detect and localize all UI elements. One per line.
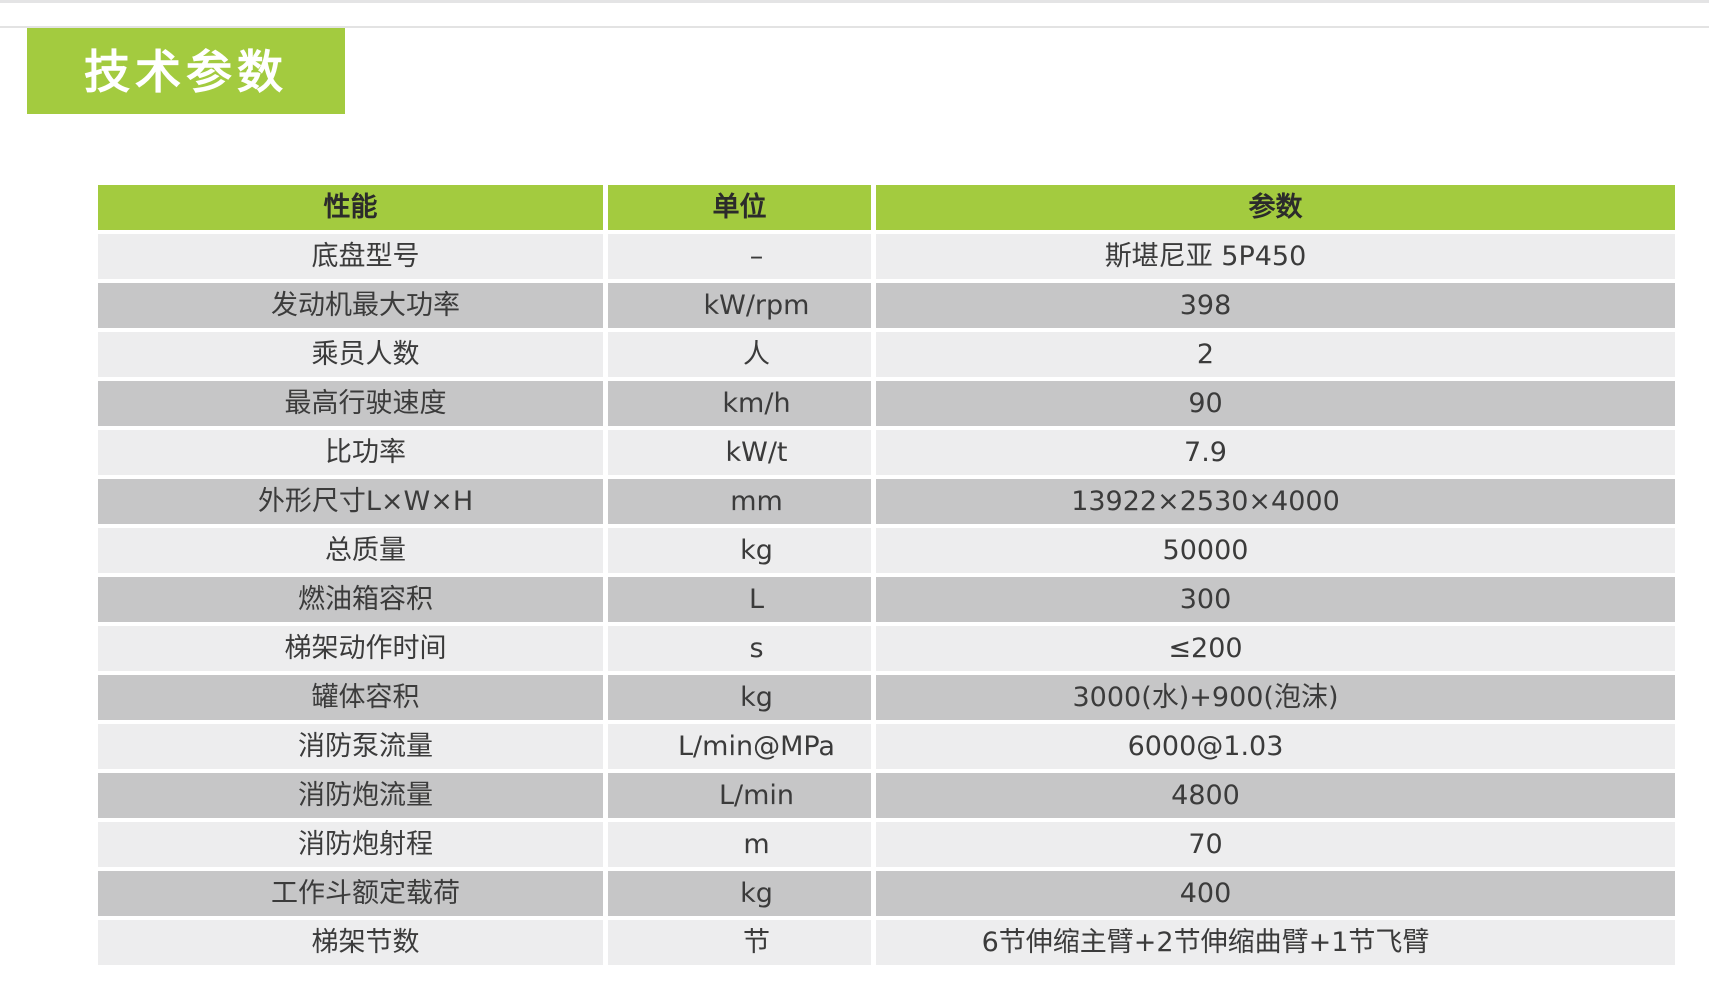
spec-name-cell: 消防炮射程: [98, 822, 603, 867]
spec-name-cell: 梯架动作时间: [98, 626, 603, 671]
spec-value-cell: 2: [876, 332, 1675, 377]
spec-unit-cell: L/min@MPa: [608, 724, 871, 769]
spec-name-cell: 乘员人数: [98, 332, 603, 377]
table-row: 消防炮流量 L/min 4800: [98, 773, 1675, 818]
spec-unit-cell: kg: [608, 871, 871, 916]
spec-value-cell: 13922×2530×4000: [876, 479, 1675, 524]
spec-value-cell: ≤200: [876, 626, 1675, 671]
spec-name-cell: 最高行驶速度: [98, 381, 603, 426]
spec-unit-cell: kg: [608, 528, 871, 573]
table-row: 乘员人数 人 2: [98, 332, 1675, 377]
spec-unit-cell: 人: [608, 332, 871, 377]
table-row: 外形尺寸L×W×H mm 13922×2530×4000: [98, 479, 1675, 524]
spec-name-cell: 发动机最大功率: [98, 283, 603, 328]
spec-value-cell: 400: [876, 871, 1675, 916]
spec-value-cell: 6节伸缩主臂+2节伸缩曲臂+1节飞臂: [876, 920, 1675, 965]
spec-unit-cell: kg: [608, 675, 871, 720]
page-top-rule: [0, 26, 1709, 28]
table-row: 总质量 kg 50000: [98, 528, 1675, 573]
spec-name-cell: 比功率: [98, 430, 603, 475]
table-row: 工作斗额定载荷 kg 400: [98, 871, 1675, 916]
table-row: 燃油箱容积 L 300: [98, 577, 1675, 622]
column-header-unit: 单位: [608, 185, 871, 230]
spec-name-cell: 外形尺寸L×W×H: [98, 479, 603, 524]
table-header-row: 性能 单位 参数: [98, 185, 1675, 230]
spec-name-cell: 底盘型号: [98, 234, 603, 279]
spec-value-cell: 70: [876, 822, 1675, 867]
spec-value-cell: 4800: [876, 773, 1675, 818]
spec-value-cell: 6000@1.03: [876, 724, 1675, 769]
table-row: 最高行驶速度 km/h 90: [98, 381, 1675, 426]
spec-value-cell: 7.9: [876, 430, 1675, 475]
section-title-badge: 技术参数: [27, 28, 345, 114]
column-header-performance: 性能: [98, 185, 603, 230]
table-body: 底盘型号 – 斯堪尼亚 5P450 发动机最大功率 kW/rpm 398 乘员人…: [98, 234, 1675, 965]
spec-unit-cell: s: [608, 626, 871, 671]
spec-name-cell: 总质量: [98, 528, 603, 573]
table-row: 罐体容积 kg 3000(水)+900(泡沫): [98, 675, 1675, 720]
table-row: 消防炮射程 m 70: [98, 822, 1675, 867]
spec-name-cell: 消防炮流量: [98, 773, 603, 818]
spec-unit-cell: kW/t: [608, 430, 871, 475]
spec-unit-cell: kW/rpm: [608, 283, 871, 328]
spec-value-cell: 90: [876, 381, 1675, 426]
table-row: 梯架节数 节 6节伸缩主臂+2节伸缩曲臂+1节飞臂: [98, 920, 1675, 965]
spec-value-cell: 3000(水)+900(泡沫): [876, 675, 1675, 720]
spec-name-cell: 工作斗额定载荷: [98, 871, 603, 916]
spec-unit-cell: L: [608, 577, 871, 622]
spec-name-cell: 燃油箱容积: [98, 577, 603, 622]
spec-unit-cell: mm: [608, 479, 871, 524]
column-header-parameter: 参数: [876, 185, 1675, 230]
spec-name-cell: 梯架节数: [98, 920, 603, 965]
spec-unit-cell: –: [608, 234, 871, 279]
spec-value-cell: 398: [876, 283, 1675, 328]
table-row: 比功率 kW/t 7.9: [98, 430, 1675, 475]
spec-value-cell: 50000: [876, 528, 1675, 573]
spec-unit-cell: km/h: [608, 381, 871, 426]
table-row: 消防泵流量 L/min@MPa 6000@1.03: [98, 724, 1675, 769]
spec-unit-cell: 节: [608, 920, 871, 965]
spec-name-cell: 罐体容积: [98, 675, 603, 720]
section-title: 技术参数: [84, 45, 288, 99]
spec-value-cell: 300: [876, 577, 1675, 622]
page-top-edge-strip: [0, 0, 1709, 3]
spec-table: 性能 单位 参数 底盘型号 – 斯堪尼亚 5P450 发动机最大功率 kW/rp…: [98, 185, 1675, 969]
spec-unit-cell: m: [608, 822, 871, 867]
table-row: 底盘型号 – 斯堪尼亚 5P450: [98, 234, 1675, 279]
spec-name-cell: 消防泵流量: [98, 724, 603, 769]
spec-unit-cell: L/min: [608, 773, 871, 818]
table-row: 发动机最大功率 kW/rpm 398: [98, 283, 1675, 328]
spec-value-cell: 斯堪尼亚 5P450: [876, 234, 1675, 279]
table-row: 梯架动作时间 s ≤200: [98, 626, 1675, 671]
